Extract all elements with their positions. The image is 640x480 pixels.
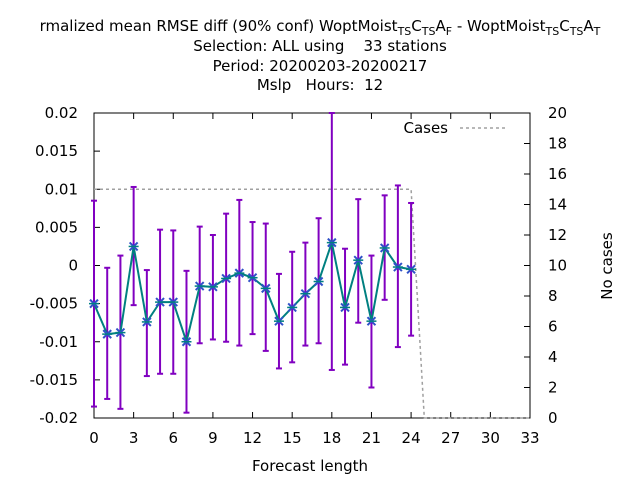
x-tick-label: 27 bbox=[441, 429, 460, 447]
legend: Cases bbox=[403, 119, 505, 137]
mean-point bbox=[234, 268, 245, 278]
x-tick-label: 33 bbox=[520, 429, 539, 447]
mean-point bbox=[392, 262, 403, 272]
y2-tick-label: 14 bbox=[548, 196, 567, 214]
y2-tick-label: 2 bbox=[548, 379, 558, 397]
y-tick-label: -0.015 bbox=[30, 371, 78, 389]
mean-point bbox=[115, 327, 126, 338]
mean-point bbox=[128, 241, 139, 252]
title-line-4: Mslp Hours: 12 bbox=[257, 76, 383, 94]
mean-point bbox=[247, 272, 258, 283]
x-tick-label: 12 bbox=[243, 429, 262, 447]
mean-point bbox=[313, 276, 324, 287]
mean-point bbox=[260, 283, 271, 294]
legend-cases-label: Cases bbox=[403, 119, 448, 137]
x-axis-label: Forecast length bbox=[252, 457, 368, 475]
mean-point bbox=[379, 243, 390, 253]
y-tick-label: -0.01 bbox=[39, 333, 78, 351]
mean-point bbox=[406, 264, 417, 275]
mean-point bbox=[340, 302, 351, 313]
y2-tick-label: 16 bbox=[548, 165, 567, 183]
y-tick-label: 0.005 bbox=[35, 218, 78, 236]
x-tick-label: 0 bbox=[89, 429, 99, 447]
x-tick-label: 21 bbox=[362, 429, 381, 447]
mean-point bbox=[155, 297, 166, 307]
mean-point bbox=[168, 297, 179, 307]
mean-point bbox=[326, 237, 337, 248]
x-tick-label: 30 bbox=[481, 429, 500, 447]
title-line-3: Period: 20200203-20200217 bbox=[213, 57, 428, 75]
y-tick-label: -0.005 bbox=[30, 295, 78, 313]
chart-title: rmalized mean RMSE diff (90% conf) WoptM… bbox=[40, 17, 601, 94]
mean-point bbox=[353, 255, 364, 265]
mean-point bbox=[366, 316, 377, 326]
y2-tick-label: 4 bbox=[548, 348, 558, 366]
x-tick-label: 15 bbox=[283, 429, 302, 447]
x-tick-label: 9 bbox=[208, 429, 218, 447]
mean-point bbox=[102, 329, 113, 339]
y2-tick-label: 12 bbox=[548, 226, 567, 244]
mean-point bbox=[89, 298, 99, 309]
x-tick-label: 24 bbox=[402, 429, 421, 447]
mean-point bbox=[207, 282, 218, 292]
y-tick-label: 0.02 bbox=[45, 104, 78, 122]
y2-tick-label: 10 bbox=[548, 257, 567, 275]
mean-point bbox=[273, 316, 284, 326]
mean-point bbox=[287, 302, 298, 313]
y2-axis-label: No cases bbox=[598, 232, 616, 300]
mean-point bbox=[181, 337, 192, 347]
mean-point bbox=[141, 317, 152, 327]
y2-tick-label: 8 bbox=[548, 287, 558, 305]
y-tick-label: 0 bbox=[68, 257, 78, 275]
mean-point bbox=[300, 289, 311, 299]
cases-series bbox=[94, 188, 530, 419]
title-line-2: Selection: ALL using 33 stations bbox=[193, 37, 447, 55]
x-tick-label: 18 bbox=[322, 429, 341, 447]
y2-tick-label: 20 bbox=[548, 104, 567, 122]
error-bars bbox=[91, 112, 415, 414]
y-tick-label: -0.02 bbox=[39, 409, 78, 427]
title-line-1: rmalized mean RMSE diff (90% conf) WoptM… bbox=[40, 17, 601, 38]
mean-point bbox=[194, 281, 205, 291]
y-tick-label: 0.015 bbox=[35, 142, 78, 160]
x-tick-label: 3 bbox=[129, 429, 139, 447]
x-tick-label: 6 bbox=[168, 429, 178, 447]
y-tick-label: 0.01 bbox=[45, 180, 78, 198]
cases-line bbox=[94, 188, 530, 419]
mean-series bbox=[89, 237, 417, 347]
y2-tick-label: 18 bbox=[548, 135, 567, 153]
y2-tick-label: 0 bbox=[548, 409, 558, 427]
mean-point bbox=[221, 273, 232, 284]
axis-ticks: 0 3 6 9 12 15 18 21 24 27 30 33-0.02-0.015-0.01-0.0… bbox=[30, 104, 567, 447]
y2-tick-label: 6 bbox=[548, 318, 558, 336]
